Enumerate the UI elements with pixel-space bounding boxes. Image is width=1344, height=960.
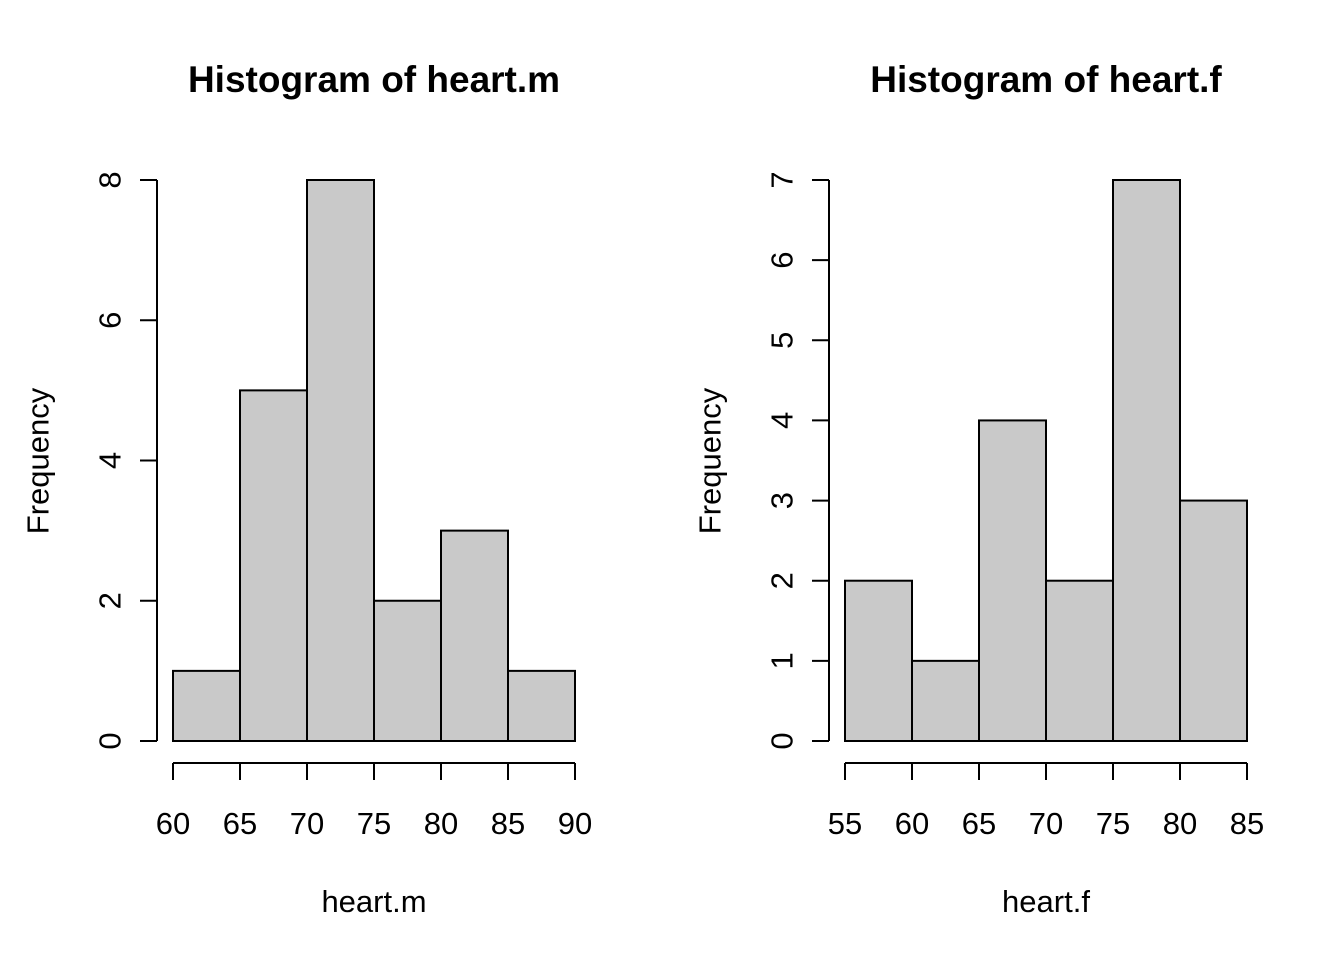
- x-tick-label: 70: [1029, 806, 1063, 841]
- histogram-bar: [978, 419, 1047, 742]
- x-tick-label: 85: [1230, 806, 1264, 841]
- x-tick-label: 80: [1163, 806, 1197, 841]
- x-tick-label: 65: [223, 806, 257, 841]
- x-tick-label: 85: [491, 806, 525, 841]
- histogram-bar: [1179, 499, 1248, 743]
- x-axis-label: heart.m: [321, 884, 426, 919]
- y-tick-label: 4: [765, 412, 800, 429]
- y-tick-label: 6: [93, 312, 128, 329]
- y-tick-label: 6: [765, 252, 800, 269]
- histogram-bar: [507, 669, 576, 742]
- histogram-bar: [1112, 179, 1181, 742]
- y-tick-label: 8: [93, 171, 128, 188]
- x-tick-label: 90: [558, 806, 592, 841]
- histogram-bar: [911, 659, 980, 742]
- chart-title: Histogram of heart.f: [870, 59, 1222, 100]
- y-tick-label: 3: [765, 492, 800, 509]
- y-tick-label: 2: [765, 572, 800, 589]
- y-tick-label: 0: [93, 732, 128, 749]
- chart-title: Histogram of heart.m: [188, 59, 560, 100]
- x-axis-label: heart.f: [1002, 884, 1090, 919]
- x-tick-label: 70: [290, 806, 324, 841]
- y-tick-label: 1: [765, 652, 800, 669]
- y-tick-label: 0: [765, 732, 800, 749]
- x-tick-label: 80: [424, 806, 458, 841]
- y-tick-label: 5: [765, 332, 800, 349]
- y-tick-label: 2: [93, 592, 128, 609]
- histogram-bar: [239, 389, 308, 742]
- histogram-bar: [172, 669, 241, 742]
- y-tick-label: 7: [765, 171, 800, 188]
- histogram-bar: [373, 599, 442, 742]
- x-tick-label: 55: [828, 806, 862, 841]
- x-tick-label: 75: [1096, 806, 1130, 841]
- histogram-bar: [440, 529, 509, 742]
- histogram-bar: [844, 579, 913, 743]
- x-tick-label: 60: [895, 806, 929, 841]
- y-tick-label: 4: [93, 452, 128, 469]
- y-axis-label: Frequency: [693, 387, 728, 534]
- x-tick-label: 75: [357, 806, 391, 841]
- histogram-bar: [1045, 579, 1114, 743]
- y-axis-label: Frequency: [21, 387, 56, 534]
- histogram-panel-heart-f: Histogram of heart.f 0 1 2 3 4 5 6 7 55 60 65 70 75 80…: [693, 59, 1265, 919]
- x-tick-label: 65: [962, 806, 996, 841]
- histogram-panel-heart-m: Histogram of heart.m 0 2 4 6 8 60 65 70 75 80 85 90 h…: [21, 59, 593, 919]
- histogram-bar: [306, 179, 375, 742]
- x-tick-label: 60: [156, 806, 190, 841]
